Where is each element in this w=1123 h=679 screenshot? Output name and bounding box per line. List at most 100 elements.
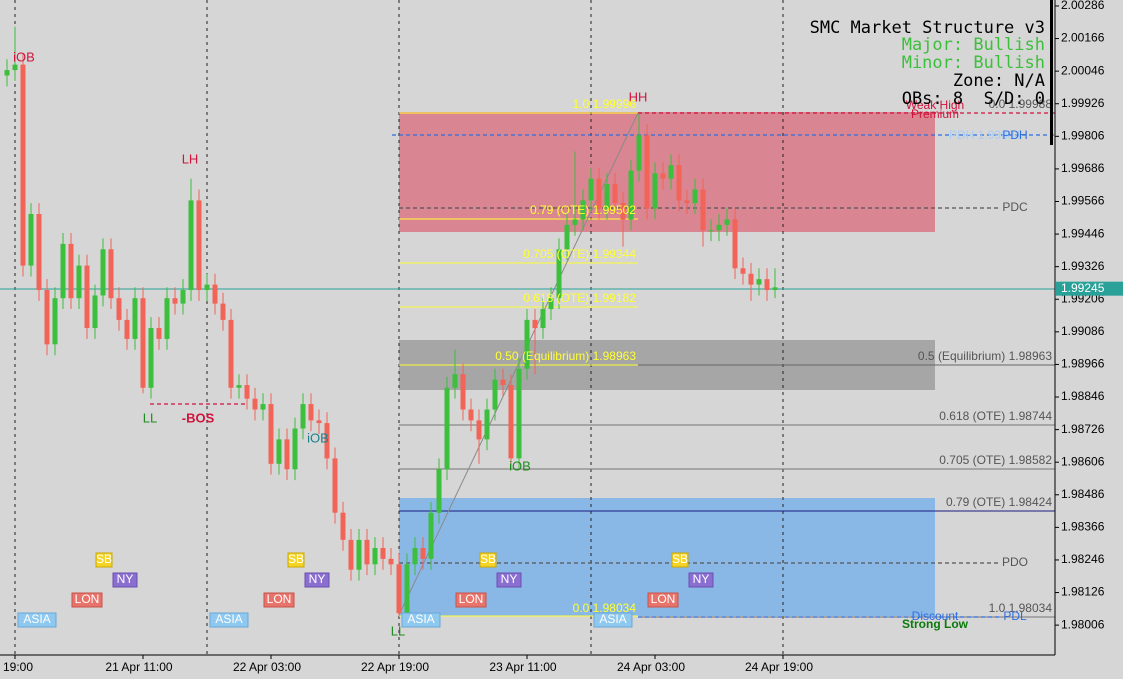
scroll-bar: [1050, 0, 1053, 145]
session-box: [479, 552, 497, 568]
candle-body: [116, 298, 122, 320]
session-label: SB: [672, 552, 688, 566]
session-box: [263, 592, 295, 608]
candle-body: [4, 70, 10, 76]
candle-body: [132, 298, 138, 339]
candle-body: [172, 298, 178, 304]
candle-body: [644, 135, 650, 209]
candle-body: [28, 213, 34, 266]
candle-body: [204, 284, 210, 291]
structure-label: HH: [629, 89, 648, 104]
candle-body: [340, 512, 346, 540]
candle-body: [68, 243, 74, 299]
candle-body: [220, 303, 226, 320]
fib-label: 0.705 (OTE) 1.98582: [939, 453, 1052, 467]
fib-label: 0.79 (OTE) 1.99502: [530, 203, 636, 217]
session-label: NY: [501, 572, 518, 586]
candle-body: [124, 319, 130, 339]
candle-body: [196, 200, 202, 291]
candle-body: [420, 548, 426, 559]
candle-body: [396, 564, 402, 614]
session-box: [496, 572, 522, 588]
session-label: LON: [75, 592, 100, 606]
y-tick-label: 1.98966: [1061, 357, 1105, 371]
candles: [4, 26, 778, 625]
y-tick-label: 1.99926: [1061, 96, 1105, 110]
y-tick-label: 1.98846: [1061, 389, 1105, 403]
candle-body: [356, 539, 362, 570]
session-label: LON: [651, 592, 676, 606]
candle-body: [540, 309, 546, 329]
panel-title: SMC Market Structure v3: [810, 18, 1045, 38]
x-tick-label: 23 Apr 11:00: [489, 660, 556, 674]
candle-body: [332, 458, 338, 513]
fib-label: 0.705 (OTE) 1.99344: [523, 247, 636, 261]
y-tick-label: 1.98006: [1061, 617, 1105, 631]
structure-label: LH: [182, 151, 199, 166]
candle-body: [724, 219, 730, 225]
session-label: ASIA: [599, 612, 626, 626]
candle-body: [716, 224, 722, 231]
y-tick-label: 1.98126: [1061, 585, 1105, 599]
level-label: Strong Low: [902, 617, 969, 631]
candle-body: [300, 404, 306, 429]
level-label: PDC: [1002, 200, 1028, 214]
candle-body: [484, 409, 490, 440]
candle-body: [436, 469, 442, 513]
session-label: SB: [480, 552, 496, 566]
fib-label: 0.618 (OTE) 1.99182: [523, 291, 636, 305]
candle-body: [636, 135, 642, 171]
candle-body: [428, 512, 434, 559]
candle-body: [572, 219, 578, 225]
panel-line: OBs: 8 S/D: 0: [902, 89, 1045, 109]
structure-label: -BOS: [182, 410, 215, 425]
candle-body: [612, 184, 618, 204]
candle-body: [516, 368, 522, 459]
candle-body: [620, 203, 626, 220]
candle-body: [100, 249, 106, 296]
x-tick-label: 22 Apr 03:00: [233, 660, 301, 674]
x-tick-label: 24 Apr 19:00: [745, 660, 813, 674]
session-box: [112, 572, 138, 588]
candle-body: [492, 379, 498, 410]
candle-body: [532, 319, 538, 329]
candle-body: [372, 548, 378, 565]
candle-body: [444, 387, 450, 470]
candle-body: [236, 385, 242, 388]
structure-label: LL: [143, 410, 157, 425]
candle-body: [628, 170, 634, 220]
candle-body: [556, 249, 562, 299]
fib-label: 0.0 1.98034: [573, 601, 637, 615]
y-tick-label: 2.00166: [1061, 31, 1105, 45]
candle-body: [148, 328, 154, 388]
panel-line: Zone: N/A: [953, 71, 1045, 91]
candle-body: [580, 200, 586, 220]
candle-body: [244, 385, 250, 399]
y-tick-label: 1.99446: [1061, 226, 1105, 240]
candle-body: [564, 224, 570, 250]
candle-body: [292, 428, 298, 470]
candle-body: [668, 165, 674, 179]
candle-body: [20, 64, 26, 266]
candle-body: [476, 420, 482, 440]
candle-body: [740, 268, 746, 274]
candle-body: [308, 404, 314, 421]
session-label: LON: [267, 592, 292, 606]
session-box: [671, 552, 689, 568]
session-box: [95, 552, 113, 568]
fib-label: 0.79 (OTE) 1.98424: [946, 495, 1052, 509]
candle-body: [748, 273, 754, 285]
candle-body: [468, 409, 474, 421]
session-label: LON: [459, 592, 484, 606]
structure-label: iOB: [509, 458, 531, 473]
zones: [399, 112, 935, 616]
candle-body: [508, 385, 514, 459]
candle-body: [212, 284, 218, 304]
candle-body: [60, 243, 66, 299]
candle-body: [652, 173, 658, 209]
candle-body: [316, 420, 322, 424]
level-label: PDH: [1002, 128, 1027, 142]
level-label: PDL: [1003, 609, 1027, 623]
